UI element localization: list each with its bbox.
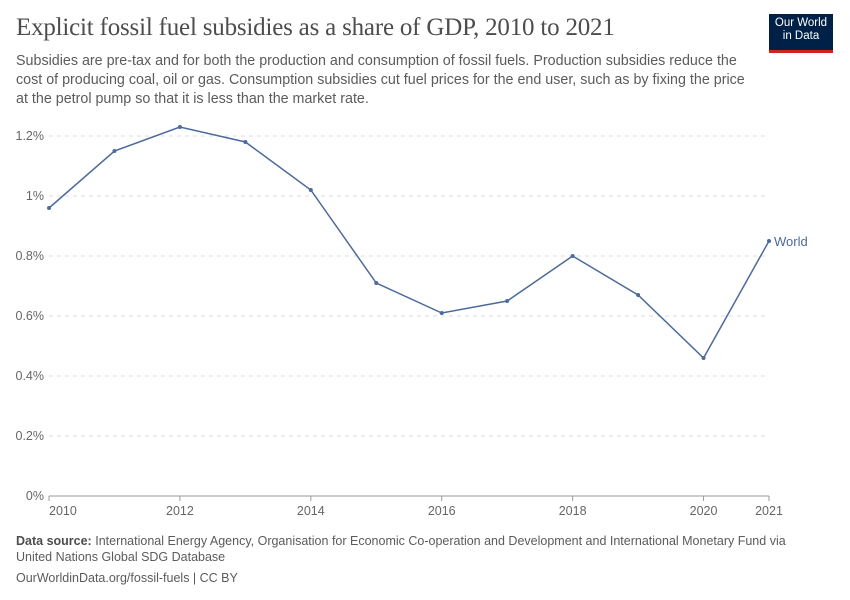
y-tick-label: 1.2%	[16, 129, 45, 143]
y-tick-label: 0.8%	[16, 249, 45, 263]
y-tick-label: 0.4%	[16, 369, 45, 383]
data-point	[636, 293, 641, 297]
data-point	[308, 188, 313, 192]
y-tick-label: 0.6%	[16, 309, 45, 323]
data-source: Data source: International Energy Agency…	[16, 533, 816, 565]
y-tick-label: 1%	[26, 189, 44, 203]
x-tick-label: 2010	[49, 504, 77, 518]
data-point	[767, 239, 771, 243]
data-point	[47, 206, 51, 210]
x-tick-label: 2012	[166, 504, 194, 518]
logo-line-1: Our World	[774, 17, 828, 29]
owid-logo[interactable]: Our World in Data	[769, 14, 833, 53]
x-tick-label: 2016	[428, 504, 456, 518]
data-point	[177, 125, 182, 129]
data-point	[439, 311, 444, 315]
x-tick-label: 2020	[690, 504, 718, 518]
source-label: Data source:	[16, 534, 92, 548]
data-point	[374, 281, 379, 285]
x-tick-label: 2018	[559, 504, 587, 518]
x-tick-label: 2014	[297, 504, 325, 518]
y-tick-label: 0.2%	[16, 429, 45, 443]
data-point	[570, 254, 575, 258]
chart-title: Explicit fossil fuel subsidies as a shar…	[16, 14, 615, 41]
chart-subtitle: Subsidies are pre-tax and for both the p…	[16, 53, 745, 107]
line-chart: 0% 0.2% 0.4% 0.6% 0.8% 1% 1.2% 2010 2012 2014 2016…	[16, 125, 808, 518]
y-tick-label: 0%	[26, 489, 44, 503]
data-point	[243, 140, 248, 144]
x-tick-label: 2021	[755, 504, 783, 518]
source-text: International Energy Agency, Organisatio…	[16, 534, 786, 564]
series-label: World	[774, 234, 808, 249]
data-point	[112, 149, 117, 153]
logo-line-2: in Data	[782, 30, 820, 42]
data-point	[505, 299, 510, 303]
series-line-world	[48, 126, 770, 360]
data-point	[701, 356, 706, 360]
footer-link[interactable]: OurWorldinData.org/fossil-fuels | CC BY	[16, 571, 238, 585]
